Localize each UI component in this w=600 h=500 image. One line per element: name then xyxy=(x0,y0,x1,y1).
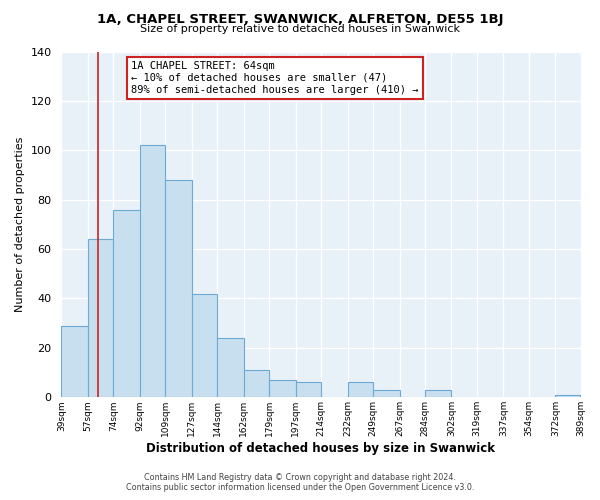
Bar xyxy=(244,370,269,398)
Bar xyxy=(113,210,140,398)
Text: Contains HM Land Registry data © Crown copyright and database right 2024.
Contai: Contains HM Land Registry data © Crown c… xyxy=(126,473,474,492)
Bar xyxy=(88,239,113,398)
Text: 1A, CHAPEL STREET, SWANWICK, ALFRETON, DE55 1BJ: 1A, CHAPEL STREET, SWANWICK, ALFRETON, D… xyxy=(97,12,503,26)
Bar xyxy=(555,395,580,398)
Bar xyxy=(61,326,88,398)
Bar xyxy=(347,382,373,398)
Y-axis label: Number of detached properties: Number of detached properties xyxy=(15,136,25,312)
Bar xyxy=(217,338,244,398)
Text: 1A CHAPEL STREET: 64sqm
← 10% of detached houses are smaller (47)
89% of semi-de: 1A CHAPEL STREET: 64sqm ← 10% of detache… xyxy=(131,62,419,94)
Bar xyxy=(192,294,217,398)
Bar xyxy=(373,390,400,398)
Bar xyxy=(269,380,296,398)
Bar xyxy=(165,180,192,398)
Bar xyxy=(296,382,321,398)
X-axis label: Distribution of detached houses by size in Swanwick: Distribution of detached houses by size … xyxy=(146,442,496,455)
Bar xyxy=(425,390,451,398)
Bar xyxy=(140,146,165,398)
Text: Size of property relative to detached houses in Swanwick: Size of property relative to detached ho… xyxy=(140,24,460,34)
